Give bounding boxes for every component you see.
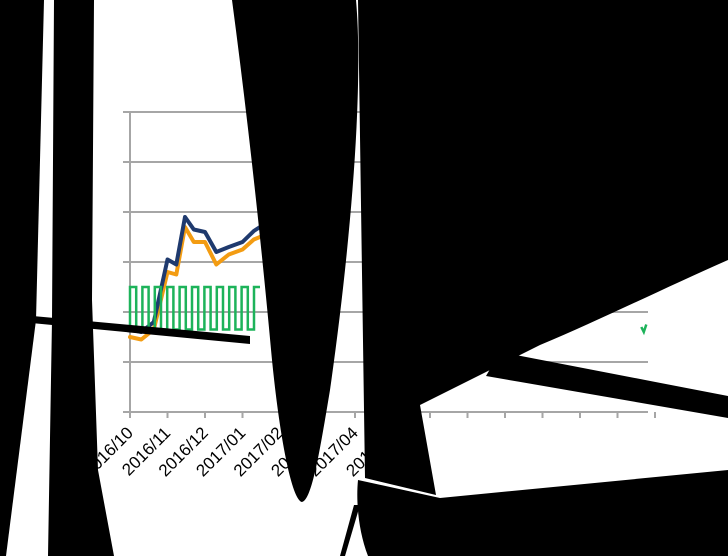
- overlay-shape-bottom-right: [357, 470, 728, 556]
- overlay-shape-center-blade: [232, 0, 359, 502]
- overlay-shape-bottom-left-sliver: [340, 505, 360, 556]
- series-line-2-tail: [640, 324, 648, 336]
- overlay-shape-right-mass: [358, 0, 728, 495]
- series-line-2: [128, 285, 260, 331]
- overlay-line-diagonal: [0, 313, 250, 344]
- overlay-shape-left-2: [48, 0, 114, 556]
- overlay-shape-right-band: [486, 352, 728, 418]
- overlay-shape-left-1: [0, 0, 44, 556]
